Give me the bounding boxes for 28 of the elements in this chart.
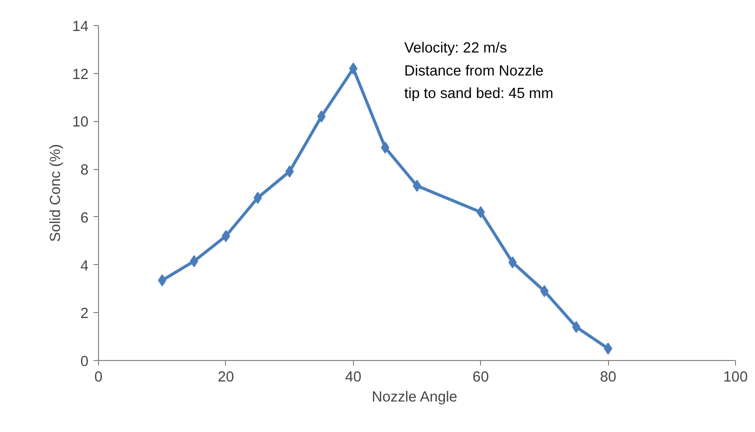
point (572, 321, 580, 333)
x-tick-label: 100 (723, 370, 748, 386)
point (508, 256, 517, 268)
annotation: Distance from Nozzle tip to sand bed: 45 mm (404, 63, 554, 102)
x-tick-label: 60 (472, 370, 489, 386)
y-tick-label: 2 (80, 306, 89, 322)
x-axis-title: Nozzle Angle (372, 390, 458, 406)
y-tick-label: 12 (72, 66, 89, 83)
y-tick-label: 6 (80, 210, 89, 226)
point (604, 342, 612, 355)
y-axis-title: Solid Conc (%) (48, 144, 64, 242)
point (285, 165, 294, 178)
point (222, 230, 230, 242)
x-tick-label: 0 (94, 370, 103, 386)
point (380, 142, 390, 154)
point (412, 180, 422, 192)
x-tick-label: 20 (218, 370, 234, 386)
y-tick-label: 14 (72, 19, 89, 35)
y-tick-label: 8 (80, 162, 89, 179)
x-tick-label: 80 (600, 370, 616, 386)
annotation: Velocity: 22 m/s (404, 40, 507, 57)
point (540, 285, 549, 298)
point (190, 255, 198, 268)
y-tick-label: 4 (80, 258, 89, 274)
y-tick-label: 0 (80, 354, 89, 370)
point (317, 110, 326, 122)
x-tick-label: 40 (345, 370, 362, 386)
y-tick-label: 10 (72, 114, 89, 131)
